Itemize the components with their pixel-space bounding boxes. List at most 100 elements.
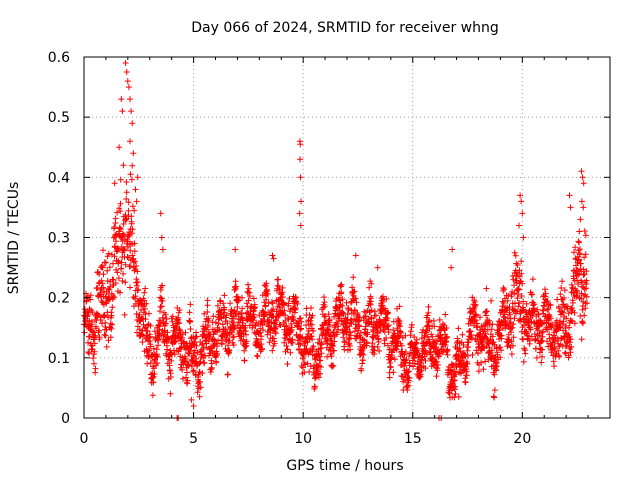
data-point bbox=[384, 323, 391, 330]
data-point bbox=[359, 350, 365, 357]
data-point bbox=[474, 324, 481, 331]
data-point bbox=[354, 310, 361, 316]
data-point bbox=[542, 286, 548, 293]
data-point bbox=[171, 351, 178, 358]
data-point bbox=[563, 315, 570, 322]
data-point bbox=[324, 353, 331, 360]
data-point bbox=[264, 291, 271, 297]
data-point bbox=[493, 359, 500, 366]
axes: 0 5 10 15 20 0 0.1 0.2 0.3 0.4 0.5 0.6 bbox=[48, 50, 610, 447]
data-point bbox=[100, 271, 107, 278]
data-point bbox=[201, 310, 208, 317]
data-point bbox=[125, 199, 132, 206]
data-point-peak bbox=[518, 198, 525, 205]
data-point bbox=[230, 333, 237, 340]
data-point bbox=[207, 369, 214, 375]
data-point bbox=[370, 334, 377, 341]
data-point-peak bbox=[116, 144, 123, 151]
data-point bbox=[131, 267, 138, 274]
data-point bbox=[385, 322, 392, 329]
data-point bbox=[268, 299, 275, 306]
data-point bbox=[566, 324, 573, 331]
data-point bbox=[89, 309, 96, 316]
data-point bbox=[147, 360, 154, 366]
data-point bbox=[103, 326, 110, 333]
data-point bbox=[384, 342, 391, 349]
data-point bbox=[121, 246, 128, 252]
data-point bbox=[482, 330, 489, 337]
data-point bbox=[569, 284, 576, 291]
data-point bbox=[330, 347, 337, 354]
data-point bbox=[288, 320, 295, 327]
data-point bbox=[310, 343, 317, 350]
data-point bbox=[196, 368, 203, 375]
data-point bbox=[433, 373, 440, 380]
data-point bbox=[513, 279, 520, 286]
data-point bbox=[168, 357, 175, 364]
data-point bbox=[334, 320, 341, 327]
data-point bbox=[146, 347, 153, 354]
data-point bbox=[317, 370, 324, 377]
data-point bbox=[221, 292, 228, 299]
data-point bbox=[582, 232, 589, 239]
data-point bbox=[123, 179, 130, 185]
data-point bbox=[544, 306, 551, 313]
data-point bbox=[196, 393, 203, 400]
data-point bbox=[191, 350, 198, 357]
data-point-peak bbox=[133, 198, 140, 205]
data-point bbox=[263, 296, 270, 303]
data-point bbox=[418, 356, 425, 363]
data-point bbox=[356, 323, 363, 330]
data-point bbox=[182, 329, 189, 336]
data-point bbox=[341, 339, 348, 346]
data-point bbox=[283, 343, 290, 349]
data-point bbox=[564, 303, 571, 310]
data-point bbox=[580, 292, 587, 299]
data-point bbox=[338, 281, 345, 288]
data-point bbox=[484, 337, 491, 344]
data-point bbox=[383, 335, 390, 342]
data-point bbox=[533, 354, 540, 361]
data-point-peak bbox=[188, 396, 195, 403]
data-point bbox=[523, 300, 530, 307]
data-point bbox=[452, 371, 459, 378]
data-point bbox=[136, 296, 143, 303]
data-point bbox=[470, 305, 477, 312]
data-point bbox=[571, 309, 578, 316]
data-point bbox=[555, 347, 562, 354]
data-point bbox=[335, 323, 342, 330]
data-point bbox=[491, 394, 498, 401]
data-point bbox=[351, 288, 358, 295]
data-point bbox=[451, 368, 458, 375]
data-point bbox=[346, 335, 353, 342]
data-point bbox=[154, 353, 161, 360]
data-point bbox=[167, 390, 174, 397]
data-point bbox=[475, 350, 482, 356]
data-point bbox=[483, 285, 490, 292]
data-point bbox=[114, 209, 121, 216]
data-point bbox=[326, 323, 333, 330]
data-point bbox=[290, 314, 297, 321]
data-point bbox=[109, 321, 116, 328]
data-point bbox=[129, 226, 136, 233]
data-point bbox=[514, 262, 521, 268]
data-point bbox=[224, 371, 231, 378]
data-point-peak bbox=[580, 180, 587, 187]
data-point bbox=[293, 298, 300, 305]
data-point-peak bbox=[374, 264, 381, 271]
data-point bbox=[297, 341, 304, 348]
data-point-peak bbox=[129, 120, 136, 127]
data-point bbox=[360, 346, 367, 352]
data-point bbox=[393, 346, 400, 353]
data-point bbox=[519, 280, 526, 287]
data-point bbox=[245, 297, 252, 304]
data-point bbox=[519, 307, 525, 314]
data-point bbox=[403, 356, 410, 363]
data-point bbox=[218, 307, 224, 314]
data-point bbox=[231, 307, 238, 314]
data-point bbox=[86, 350, 93, 357]
data-point bbox=[127, 284, 133, 291]
data-point bbox=[262, 303, 269, 310]
data-point bbox=[167, 367, 173, 374]
